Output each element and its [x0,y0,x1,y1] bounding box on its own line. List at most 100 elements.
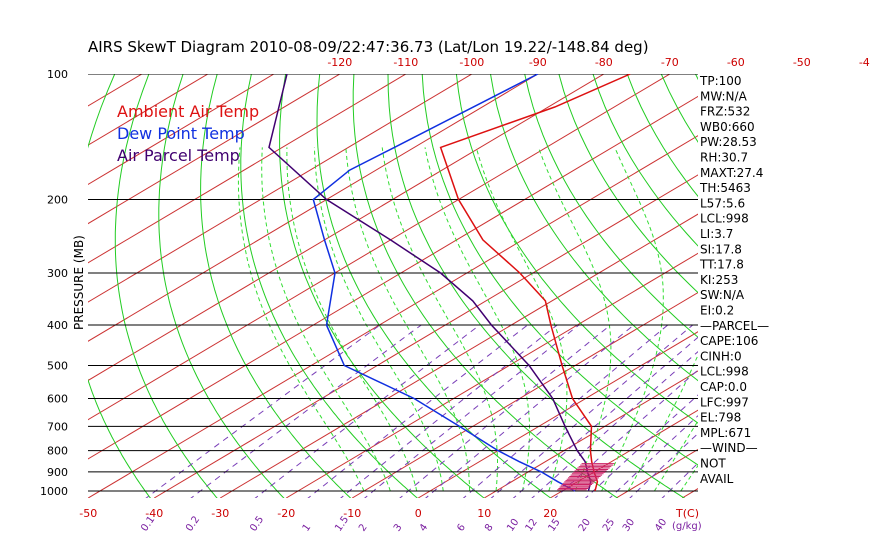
legend: Ambient Air Temp Dew Point Temp Air Parcel… [117,102,259,165]
isotherm-line [88,74,671,421]
mixing-ratio-tick-label: 6 [455,522,468,534]
legend-entry: Dew Point Temp [117,124,245,143]
moist-adiabat-line [261,147,391,492]
index-entry: TP:100 [699,74,742,88]
moist-adiabat-line [313,147,444,492]
isotherm-line [88,74,275,185]
top-temp-tick-label: -110 [393,56,418,69]
index-entry: TH:5463 [699,181,751,195]
mixing-ratio-line [254,324,480,498]
isotherm-line [88,95,698,460]
bottom-temperature-tick-labels: -50 -40 -30 -20 -10 0 10 20 [79,507,557,520]
mixing-ratio-tick-label: 2 [357,522,370,534]
isotherm-line [219,213,698,498]
bottom-temp-tick-label: 10 [477,507,491,520]
dry-adiabat-line [524,74,698,338]
mixing-ratio-tick-label: 0.2 [184,514,202,533]
dry-adiabat-line [421,74,698,466]
index-entry: SI:17.8 [700,242,742,256]
bottom-temp-tick-label: 20 [543,507,557,520]
top-temp-tick-label: -40 [859,56,870,69]
isotherm-line [88,74,341,225]
mixing-ratio-line [307,324,528,498]
dry-adiabat-line [352,74,619,498]
mixing-ratio-unit-label: (g/kg) [672,521,702,532]
mixing-ratio-tick-label: 3 [392,522,405,534]
moist-adiabat-line [627,353,698,492]
pressure-tick-label: 200 [47,194,68,207]
isotherm-line [814,34,870,498]
plot-area [88,0,870,500]
top-temp-tick-label: -90 [529,56,547,69]
moist-adiabat-line [237,147,365,492]
mixing-ratio-line [364,324,580,498]
mixing-ratio-line [531,351,698,498]
mixing-ratio-tick-label: 4 [418,522,431,534]
isotherm-line [351,291,698,498]
top-temp-tick-label: -80 [595,56,613,69]
isotherm-line [483,370,698,498]
dry-adiabat-line [279,74,485,498]
mixing-ratio-tick-label: 40 [653,517,669,534]
top-temp-tick-label: -50 [793,56,811,69]
mixing-ratio-line [661,462,698,498]
dry-adiabat-line [813,0,870,500]
index-entry: MPL:671 [700,426,751,440]
moist-adiabat-line [381,147,498,492]
index-entry: TT:17.8 [699,258,744,272]
mixing-ratio-line [584,394,698,498]
index-entry: LFC:997 [700,395,749,409]
top-temp-tick-label: -70 [661,56,679,69]
pressure-tick-label: 700 [47,420,68,433]
dry-adiabat-line [240,74,419,498]
dry-adiabat-line [455,74,698,424]
index-entry: EL:798 [700,411,741,425]
mixing-ratio-line [462,324,669,498]
isotherm-line [748,34,870,498]
index-entry: FRZ:532 [700,105,750,119]
dry-adiabat-line [158,74,285,498]
legend-entry: Ambient Air Temp [117,102,259,121]
bottom-temp-tick-label: 0 [415,507,422,520]
top-temp-tick-label: -100 [459,56,484,69]
dry-adiabat-line [592,74,698,247]
mixing-ratio-tick-label: 0.5 [248,514,266,533]
dry-adiabat-line [316,74,552,498]
mixing-ratio-line [399,324,611,498]
mixing-ratio-line [512,336,698,498]
cin-hatch [557,463,615,491]
pressure-tick-label: 900 [47,466,68,479]
bottom-temp-tick-label: -20 [277,507,295,520]
index-entry: WB0:660 [700,120,755,134]
top-temp-tick-label: -120 [327,56,352,69]
isotherm-line [88,74,209,146]
index-entry: RH:30.7 [700,151,748,165]
index-entry: —WIND— [700,441,758,455]
mixing-ratio-line [145,324,381,498]
mixing-ratio-tick-label: 20 [577,517,593,534]
bottom-temp-tick-label: -50 [79,507,97,520]
isotherm-line [88,74,473,303]
isotherm-line [285,252,698,498]
moist-adiabat-line [601,147,664,492]
index-entry: LCL:998 [700,212,749,226]
mixing-ratio-lines [145,324,698,498]
index-entry: MW:N/A [700,89,748,103]
chart-title: AIRS SkewT Diagram 2010-08-09/22:47:36.7… [88,38,649,56]
dry-adiabat-lines [88,0,870,500]
pressure-tick-label: 100 [47,68,68,81]
index-entry: EI:0.2 [700,304,734,318]
y-axis-label: PRESSURE (MB) [72,235,86,330]
isotherm-line [153,174,698,498]
index-entry: KI:253 [700,273,738,287]
isotherm-line [549,409,698,498]
moist-adiabat-lines [237,147,698,492]
dry-adiabat-line [558,74,698,294]
mixing-ratio-tick-label: 25 [601,517,617,534]
isotherm-line [88,74,605,382]
bottom-temp-tick-label: -30 [211,507,229,520]
pressure-tick-label: 300 [47,267,68,280]
dry-adiabat-line [694,74,698,81]
dry-adiabat-line [843,0,870,500]
